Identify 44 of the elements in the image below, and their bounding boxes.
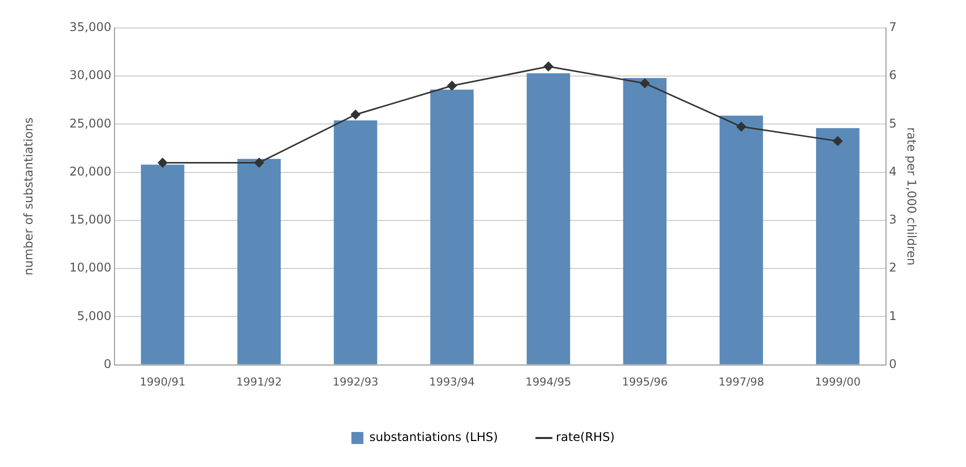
y-axis-title: number of substantiations [21, 117, 36, 276]
x-tick-label: 1995/96 [622, 375, 668, 388]
y2-axis-title: rate per 1,000 children [904, 127, 919, 266]
y-tick-label: 30,000 [69, 68, 112, 82]
point [544, 62, 554, 72]
y2-tick-label: 2 [888, 260, 897, 275]
point [832, 136, 842, 146]
x-tick-label: 1993/94 [429, 375, 475, 388]
y2-tick-label: 0 [888, 356, 897, 371]
y-tick-label: 25,000 [69, 116, 112, 130]
y-tick-label: 0 [104, 356, 112, 371]
x-tick-label: 1991/92 [236, 375, 282, 388]
bar [140, 164, 184, 364]
x-tick-label: 1999/00 [814, 375, 861, 388]
legend-label: substantiations (LHS) [369, 430, 498, 444]
point [640, 78, 650, 88]
x-tick-label: 1992/93 [332, 375, 378, 388]
bar [526, 73, 570, 364]
y2-tick-label: 3 [888, 212, 897, 227]
y2-tick-label: 1 [888, 308, 897, 323]
y2-tick-label: 7 [888, 20, 897, 34]
legend-label: rate(RHS) [556, 430, 615, 444]
x-tick-label: 1994/95 [526, 375, 572, 388]
y2-tick-label: 5 [888, 116, 897, 130]
bar [334, 120, 378, 364]
y-tick-label: 20,000 [69, 164, 112, 178]
bar [623, 78, 667, 364]
y-tick-label: 15,000 [69, 212, 112, 227]
point [736, 122, 746, 132]
x-tick-label: 1990/91 [140, 375, 186, 388]
bar [720, 116, 763, 364]
y-tick-label: 35,000 [69, 20, 112, 34]
point [254, 158, 264, 168]
y2-tick-label: 4 [888, 164, 897, 178]
point [447, 80, 457, 90]
y-tick-label: 5,000 [77, 308, 112, 323]
point [158, 158, 168, 168]
point [350, 110, 360, 120]
y-tick-label: 10,000 [69, 260, 112, 275]
bar [816, 128, 860, 364]
bar [430, 90, 474, 364]
bar [237, 158, 281, 364]
x-tick-label: 1997/98 [718, 375, 764, 388]
y2-tick-label: 6 [888, 68, 897, 82]
